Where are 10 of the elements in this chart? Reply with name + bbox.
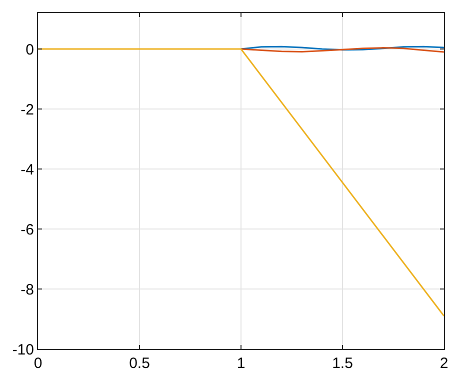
x-tick-label: 1 xyxy=(236,355,246,372)
y-tick-label: 0 xyxy=(26,41,34,58)
y-tick-label: -4 xyxy=(20,161,34,178)
y-tick-label: -2 xyxy=(20,101,34,118)
y-tick-label: -8 xyxy=(20,281,34,298)
x-tick-label: 1.5 xyxy=(332,355,353,372)
y-tick-label: -10 xyxy=(12,341,34,358)
x-tick-label: 0.5 xyxy=(129,355,150,372)
y-tick-label: -6 xyxy=(20,221,34,238)
x-tick-label: 2 xyxy=(440,355,448,372)
